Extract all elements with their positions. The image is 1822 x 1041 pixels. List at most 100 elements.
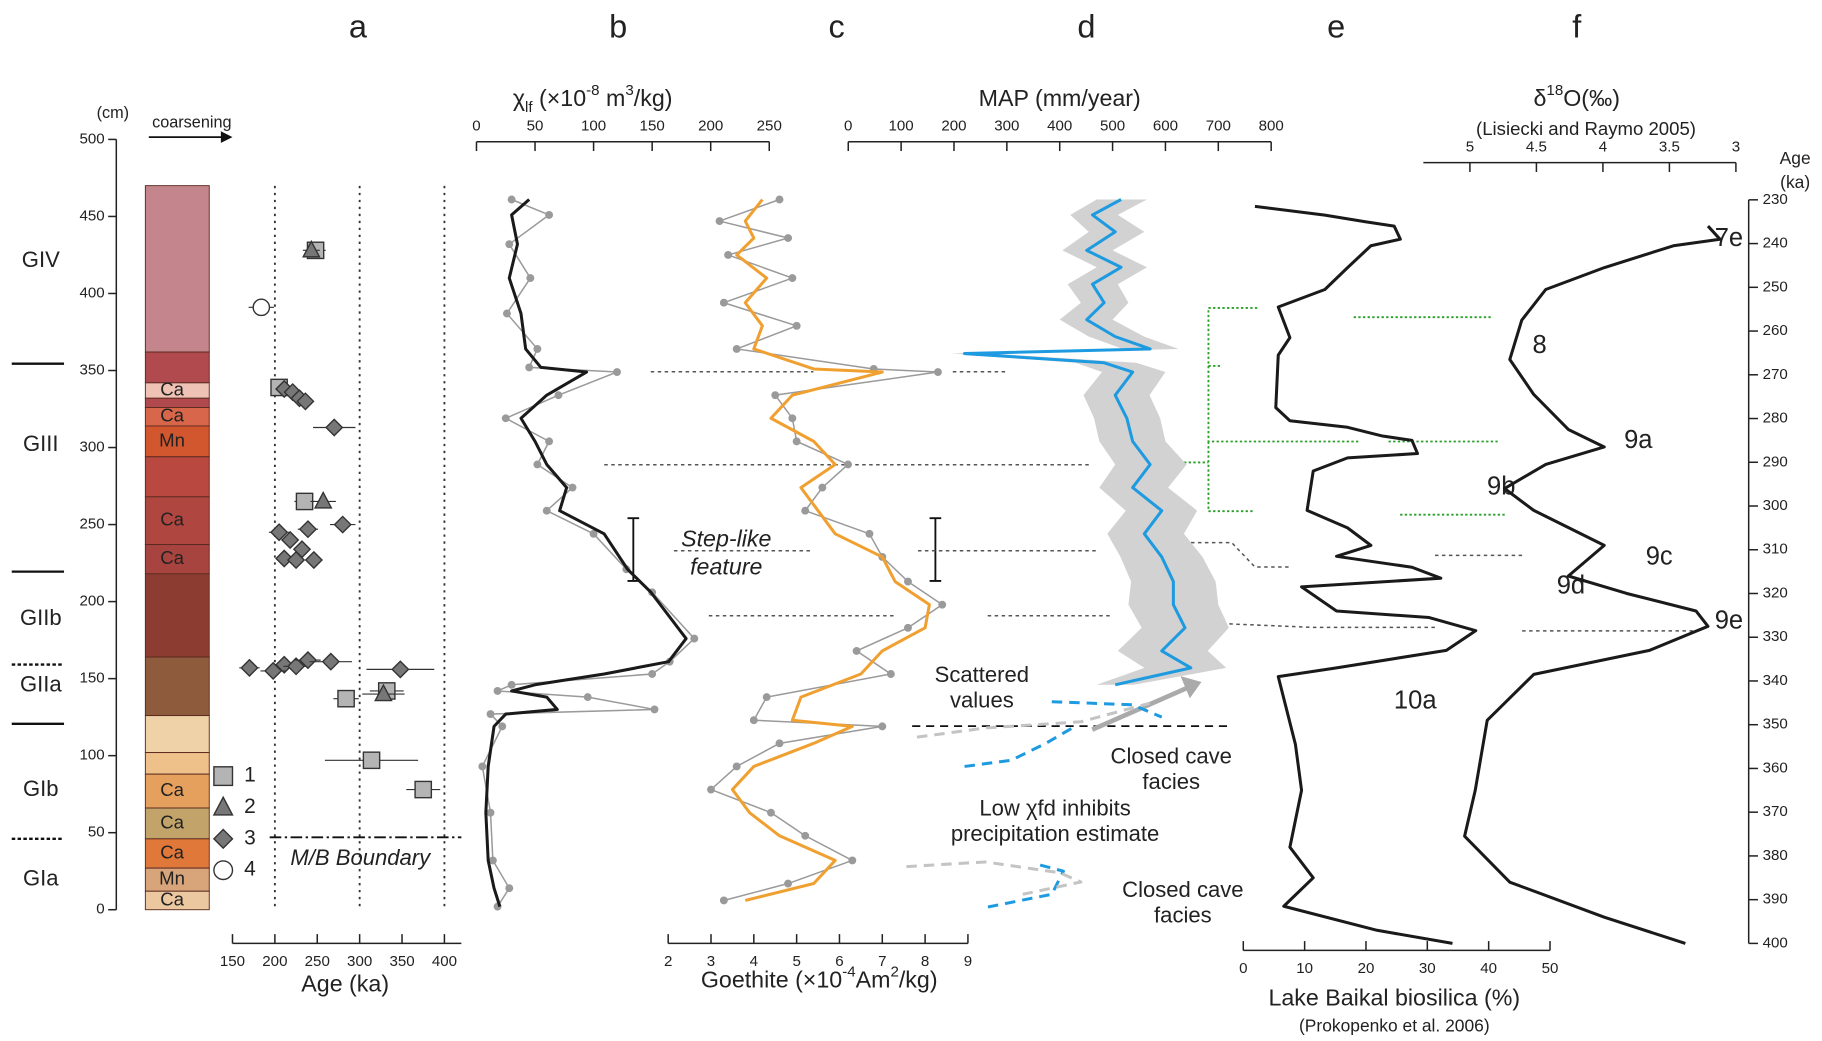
strat-layer (144, 773, 210, 809)
annotation: precipitation estimate (951, 821, 1159, 846)
y-tick-label: 400 (1763, 934, 1788, 951)
unit-label: GIV (22, 247, 60, 272)
label-part: /kg) (634, 85, 673, 111)
marker-circle (213, 860, 234, 881)
unit-label: GIb (23, 776, 59, 801)
marker-square (295, 492, 314, 511)
x-tick-label: 350 (389, 953, 414, 970)
x-tick-label: 700 (1206, 118, 1231, 135)
marker-diamond (240, 658, 259, 677)
marker-circle (252, 298, 271, 317)
data-point (934, 368, 942, 376)
data-point (650, 705, 659, 714)
x-tick-label: 150 (640, 118, 665, 135)
marker-diamond (296, 392, 315, 411)
correlation-line (1191, 541, 1697, 632)
data-point (533, 460, 542, 469)
data-point (690, 634, 699, 643)
x-tick-label: 200 (262, 953, 287, 970)
x-axis-title: Lake Baikal biosilica (%) (1268, 984, 1520, 1010)
x-tick-label: 50 (527, 118, 544, 135)
x-tick-label: 7 (878, 953, 886, 970)
x-tick-label: 10 (1296, 960, 1313, 977)
x-tick-label: 150 (220, 953, 245, 970)
data-point (545, 437, 554, 446)
label-part: -8 (586, 82, 599, 99)
y-tick-label: 0 (96, 901, 104, 918)
legend-label: 3 (244, 826, 256, 849)
stage-label: 9c (1646, 542, 1673, 570)
series-line (1463, 225, 1722, 945)
x-tick-label: 100 (889, 118, 914, 135)
x-tick-label: 3.5 (1659, 139, 1680, 156)
label-part: m (600, 85, 626, 111)
data-point (784, 234, 793, 242)
data-point (525, 363, 534, 372)
data-point (904, 577, 912, 586)
y-tick-label: 380 (1763, 847, 1788, 864)
stage-label: 9b (1487, 473, 1515, 501)
x-tick-label: 4 (1599, 139, 1607, 156)
y-tick-label: 370 (1763, 803, 1788, 820)
y-tick-label: 310 (1763, 541, 1788, 558)
data-point (852, 646, 861, 655)
data-point (707, 785, 715, 794)
data-point (526, 274, 535, 283)
panel-label: c (829, 9, 845, 45)
data-point (648, 670, 657, 678)
layer-label: Mn (159, 868, 185, 889)
annotation: feature (690, 553, 762, 579)
panel-label: d (1077, 9, 1095, 45)
strat-layer (144, 456, 210, 498)
data-point (498, 722, 507, 731)
y-tick-label: 290 (1763, 453, 1788, 470)
marker-diamond (264, 661, 283, 681)
y-tick-label: 350 (80, 361, 105, 378)
strat-layer (144, 656, 210, 717)
annotation: Closed cave (1122, 877, 1243, 902)
axis-subtitle: (Lisiecki and Raymo 2005) (1476, 118, 1696, 139)
y-tick-label: 300 (80, 439, 105, 456)
legend-label: 4 (244, 858, 256, 881)
data-point (788, 274, 797, 283)
data-point (613, 368, 621, 376)
data-point (818, 483, 827, 492)
layer-label: Ca (160, 811, 184, 832)
strat-layer (144, 715, 210, 754)
y-tick-label: 300 (1763, 497, 1788, 514)
annotation: coarsening (152, 113, 232, 131)
data-point (844, 460, 852, 469)
x-tick-label: 300 (994, 118, 1019, 135)
x-tick-label: 250 (757, 118, 782, 135)
data-point (865, 529, 874, 538)
data-point (505, 240, 514, 249)
data-point (545, 210, 554, 219)
layer-label: Ca (160, 841, 184, 862)
data-point (486, 808, 495, 817)
data-point (501, 414, 510, 423)
stage-label: 9e (1715, 606, 1743, 634)
legend-label: 2 (244, 795, 256, 818)
data-point (583, 693, 592, 702)
layer-label: Ca (160, 405, 184, 426)
green-correlation (1179, 306, 1505, 516)
marker-square (414, 780, 433, 799)
data-point (878, 722, 887, 731)
stage-label: 8 (1532, 331, 1546, 359)
uncertainty-band (951, 199, 1229, 685)
marker-diamond (286, 550, 306, 570)
series-line (963, 198, 1193, 687)
step-bracket (929, 517, 942, 582)
data-point (542, 506, 551, 515)
x-tick-label: 250 (305, 953, 330, 970)
marker-diamond (212, 828, 234, 850)
unit-label: GIa (23, 865, 59, 890)
label-part: χ (513, 85, 525, 111)
marker-diamond (269, 523, 289, 542)
series-line (1254, 204, 1478, 945)
marker-diamond (321, 652, 340, 671)
y-tick-label: 240 (1763, 235, 1788, 252)
strat-layer (144, 752, 210, 775)
x-tick-label: 50 (1542, 960, 1559, 977)
